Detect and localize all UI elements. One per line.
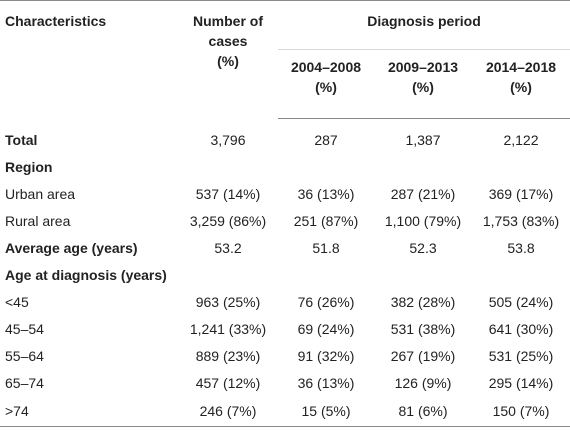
- cell-period-2004-2008: 15 (5%): [301, 403, 351, 419]
- header-cases-line3: (%): [217, 53, 239, 69]
- row-label: Average age (years): [5, 240, 138, 256]
- header-p2-line2: (%): [412, 79, 434, 95]
- cell-period-2009-2013: 52.3: [409, 240, 437, 256]
- cell-period-2009-2013: 531 (38%): [390, 321, 456, 337]
- cell-number-of-cases: 889 (23%): [195, 348, 261, 364]
- table-row: Urban area 537 (14%) 36 (13%) 287 (21%) 369 …: [0, 181, 570, 208]
- cell-period-2009-2013: 126 (9%): [394, 375, 452, 391]
- cell-number-of-cases: [178, 154, 278, 181]
- cell-number-of-cases: 53.2: [214, 240, 242, 256]
- row-label: 65–74: [5, 375, 44, 391]
- cell-period-2014-2018: 531 (25%): [488, 348, 554, 364]
- header-p3-line2: (%): [510, 79, 532, 95]
- cell-period-2004-2008: 69 (24%): [297, 321, 355, 337]
- cell-period-2004-2008: [278, 154, 374, 181]
- cell-number-of-cases: 537 (14%): [195, 186, 261, 202]
- cell-period-2004-2008: 251 (87%): [293, 213, 359, 229]
- cell-period-2014-2018: 369 (17%): [488, 186, 554, 202]
- table-row: 45–54 1,241 (33%) 69 (24%) 531 (38%) 641 (30…: [0, 316, 570, 343]
- cell-period-2009-2013: [374, 154, 472, 181]
- header-period-2004-2008: 2004–2008 (%): [278, 49, 374, 119]
- header-period-2014-2018: 2014–2018 (%): [472, 49, 570, 119]
- cell-period-2014-2018: [472, 154, 570, 181]
- header-cases-line2: cases: [208, 33, 248, 49]
- cell-period-2004-2008: 76 (26%): [297, 294, 355, 310]
- header-p3-line1: 2014–2018: [485, 59, 557, 75]
- row-label: >74: [5, 403, 29, 419]
- header-p2-line1: 2009–2013: [387, 59, 459, 75]
- row-label: 55–64: [5, 348, 44, 364]
- cell-period-2009-2013: 81 (6%): [398, 403, 448, 419]
- cell-period-2014-2018: 295 (14%): [488, 375, 554, 391]
- header-characteristics-label: Characteristics: [5, 13, 107, 29]
- cell-period-2004-2008: 36 (13%): [297, 375, 355, 391]
- table-row: Age at diagnosis (years): [0, 262, 570, 289]
- cell-period-2004-2008: 287: [314, 132, 338, 148]
- cell-period-2014-2018: 641 (30%): [488, 321, 554, 337]
- header-number-of-cases: Number of cases (%): [178, 1, 278, 119]
- header-p1-line1: 2004–2008: [290, 59, 362, 75]
- cell-number-of-cases: 457 (12%): [195, 375, 261, 391]
- row-label: <45: [5, 294, 29, 310]
- cell-period-2004-2008: 51.8: [312, 240, 340, 256]
- cell-number-of-cases: 3,259 (86%): [189, 213, 267, 229]
- table-row: >74 246 (7%) 15 (5%) 81 (6%) 150 (7%): [0, 397, 570, 427]
- cell-number-of-cases: 1,241 (33%): [189, 321, 267, 337]
- cell-period-2014-2018: 505 (24%): [488, 294, 554, 310]
- cell-period-2014-2018: 53.8: [507, 240, 535, 256]
- header-diagnosis-period-label: Diagnosis period: [367, 13, 481, 29]
- cell-period-2004-2008: 91 (32%): [297, 348, 355, 364]
- table-row: Region: [0, 154, 570, 181]
- cell-number-of-cases: 963 (25%): [195, 294, 261, 310]
- header-p1-line2: (%): [315, 79, 337, 95]
- cell-period-2014-2018: 2,122: [503, 132, 539, 148]
- cell-period-2004-2008: 36 (13%): [297, 186, 355, 202]
- header-diagnosis-period: Diagnosis period: [278, 1, 570, 50]
- cell-period-2009-2013: 1,387: [405, 132, 441, 148]
- row-label: Region: [5, 159, 53, 175]
- header-characteristics: Characteristics: [0, 1, 178, 119]
- cell-period-2004-2008: [278, 262, 374, 289]
- table-row: Rural area 3,259 (86%) 251 (87%) 1,100 (79%…: [0, 208, 570, 235]
- table-row: Total 3,796 287 1,387 2,122: [0, 119, 570, 155]
- cell-period-2014-2018: 1,753 (83%): [482, 213, 560, 229]
- cell-period-2014-2018: 150 (7%): [492, 403, 550, 419]
- cell-period-2009-2013: [374, 262, 472, 289]
- table-row: 55–64 889 (23%) 91 (32%) 267 (19%) 531 (25%): [0, 343, 570, 370]
- cell-number-of-cases: 246 (7%): [199, 403, 257, 419]
- cell-period-2014-2018: [472, 262, 570, 289]
- cell-period-2009-2013: 382 (28%): [390, 294, 456, 310]
- table-body: Total 3,796 287 1,387 2,122 Region Urban area 5…: [0, 119, 570, 427]
- row-label: Total: [5, 131, 38, 148]
- cell-period-2009-2013: 287 (21%): [390, 186, 456, 202]
- row-label: Age at diagnosis (years): [5, 267, 167, 283]
- table-row: <45 963 (25%) 76 (26%) 382 (28%) 505 (24%): [0, 289, 570, 316]
- header-cases-line1: Number of: [193, 13, 263, 29]
- row-label: 45–54: [5, 321, 44, 337]
- cell-number-of-cases: [178, 262, 278, 289]
- table-row: 65–74 457 (12%) 36 (13%) 126 (9%) 295 (14%): [0, 370, 570, 397]
- row-label: Rural area: [5, 213, 71, 229]
- cell-period-2009-2013: 267 (19%): [390, 348, 456, 364]
- cell-period-2009-2013: 1,100 (79%): [384, 213, 462, 229]
- table-row: Average age (years) 53.2 51.8 52.3 53.8: [0, 235, 570, 262]
- cell-number-of-cases: 3,796: [210, 131, 246, 148]
- table-header: Characteristics Number of cases (%) Diag…: [0, 1, 570, 119]
- header-period-2009-2013: 2009–2013 (%): [374, 49, 472, 119]
- row-label: Urban area: [5, 186, 76, 202]
